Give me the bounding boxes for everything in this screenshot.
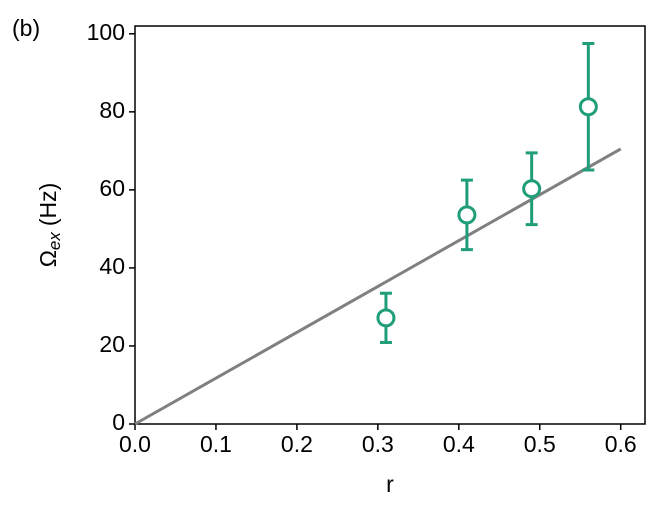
x-tick-label: 0.1 [200, 431, 232, 457]
data-point [578, 97, 598, 117]
x-axis-label: r [386, 471, 394, 497]
x-tick-label: 0.3 [362, 431, 394, 457]
y-tick-label: 80 [99, 97, 125, 123]
y-label-symbol: Ω [35, 250, 61, 267]
x-tick-label: 0.2 [281, 431, 313, 457]
y-tick-label: 20 [99, 331, 125, 357]
y-tick-label: 100 [87, 19, 125, 45]
fit-line [134, 147, 622, 426]
y-tick-label: 40 [99, 253, 125, 279]
plot-frame [134, 25, 646, 425]
y-label-unit: (Hz) [35, 183, 61, 226]
data-point [376, 308, 396, 328]
x-tick-label: 0.6 [605, 431, 637, 457]
x-tick-label: 0.5 [524, 431, 556, 457]
data-point [522, 179, 542, 199]
y-tick-label: 60 [99, 175, 125, 201]
data-point [457, 205, 477, 225]
y-label-subscript: ex [45, 232, 64, 250]
y-axis-label: Ωex (Hz) [35, 183, 64, 268]
y-tick-label: 0 [112, 409, 125, 435]
panel-label: (b) [12, 15, 40, 41]
x-tick-label: 0.4 [443, 431, 475, 457]
x-tick-label: 0.0 [119, 431, 151, 457]
